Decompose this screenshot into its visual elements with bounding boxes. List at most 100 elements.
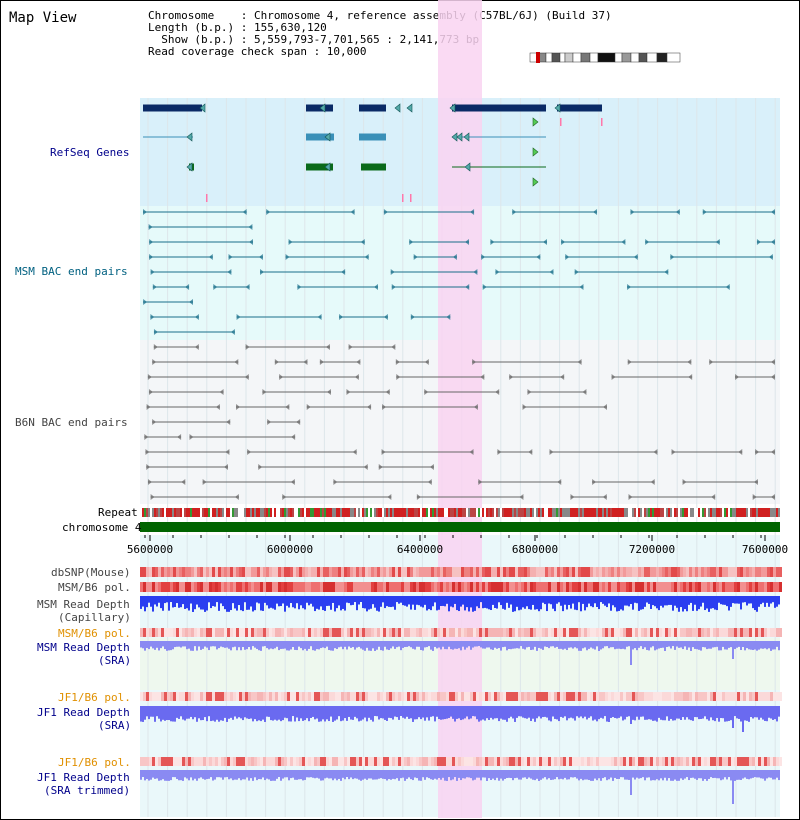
dbsnp-cell bbox=[620, 567, 623, 577]
msm-depth-sra-bar bbox=[214, 641, 216, 647]
msm-depth-sra-bar bbox=[632, 641, 634, 650]
repeat-feature bbox=[620, 508, 622, 517]
jf1-depth-trim-bar bbox=[340, 770, 342, 781]
repeat-feature bbox=[736, 508, 738, 517]
track-label-jf1-b6-pol-2[interactable]: JF1/B6 pol. bbox=[58, 756, 131, 769]
msm-depth-capillary-bar bbox=[590, 596, 592, 607]
b6n-bac-end bbox=[478, 479, 483, 485]
jf1-depth-sra-bar bbox=[298, 706, 300, 722]
jf1-depth-sra-bar bbox=[324, 706, 326, 722]
track-label-b6n-bac[interactable]: B6N BAC end pairs bbox=[15, 416, 128, 429]
jf1-b6-pol2-cell bbox=[260, 757, 263, 766]
msm-b6-pol-cell bbox=[164, 582, 167, 592]
track-label-refseq[interactable]: RefSeq Genes bbox=[50, 146, 130, 159]
jf1-b6-pol2-cell bbox=[620, 757, 623, 766]
msm-depth-capillary-bar bbox=[142, 596, 144, 607]
repeat-feature bbox=[208, 508, 210, 517]
msm-depth-capillary-bar bbox=[162, 596, 164, 611]
msm-b6-pol-cell bbox=[257, 582, 260, 592]
jf1-depth-sra-bar bbox=[508, 706, 510, 719]
jf1-b6-pol-cell bbox=[545, 692, 548, 701]
jf1-b6-pol-cell bbox=[659, 692, 662, 701]
jf1-b6-pol-cell bbox=[311, 692, 314, 701]
track-label-chromosome[interactable]: chromosome 4 bbox=[62, 521, 142, 534]
jf1-b6-pol-cell bbox=[320, 692, 323, 701]
dbsnp-cell bbox=[458, 567, 461, 577]
dbsnp-cell bbox=[728, 567, 731, 577]
jf1-depth-sra-bar bbox=[280, 706, 282, 722]
msm-depth-sra-bar bbox=[546, 641, 548, 647]
msm-b6-pol-cell bbox=[173, 582, 176, 592]
msm-depth-sra-bar bbox=[210, 641, 212, 647]
track-label-msm-bac[interactable]: MSM BAC end pairs bbox=[15, 265, 128, 278]
track-label-jf1-depth-sra[interactable]: JF1 Read Depth bbox=[37, 706, 130, 719]
jf1-depth-sra-bar bbox=[594, 706, 596, 720]
msm-depth-sra-bar bbox=[626, 641, 628, 647]
jf1-b6-pol2-cell bbox=[707, 757, 710, 766]
jf1-depth-trim-bar bbox=[360, 770, 362, 781]
track-label-jf1-depth-trim[interactable]: JF1 Read Depth bbox=[37, 771, 130, 784]
msm-b6-pol-cell bbox=[566, 582, 569, 592]
track-label-dbsnp[interactable]: dbSNP(Mouse) bbox=[51, 566, 131, 579]
msm-depth-sra-bar bbox=[362, 641, 364, 650]
dbsnp-cell bbox=[356, 567, 359, 577]
track-label-repeat[interactable]: Repeat bbox=[98, 506, 138, 519]
msm-b6-pol-cell bbox=[767, 582, 770, 592]
repeat-feature bbox=[262, 508, 264, 517]
jf1-b6-pol-cell bbox=[326, 692, 329, 701]
msm-b6-pol2-cell bbox=[767, 628, 770, 637]
repeat-feature bbox=[462, 508, 464, 517]
dbsnp-cell bbox=[341, 567, 344, 577]
track-label-msm-depth-capillary[interactable]: MSM Read Depth bbox=[37, 598, 130, 611]
dbsnp-cell bbox=[497, 567, 500, 577]
jf1-b6-pol2-cell bbox=[440, 757, 443, 766]
jf1-b6-pol-cell bbox=[308, 692, 311, 701]
jf1-b6-pol2-cell bbox=[323, 757, 326, 766]
msm-depth-sra-bar bbox=[456, 641, 458, 649]
msm-depth-capillary-bar bbox=[732, 596, 734, 604]
repeat-feature bbox=[356, 508, 358, 517]
jf1-b6-pol2-cell bbox=[470, 757, 473, 766]
msm-bac-end bbox=[150, 269, 155, 275]
jf1-depth-trim-bar bbox=[646, 770, 648, 778]
msm-depth-sra-bar bbox=[506, 641, 508, 651]
jf1-depth-trim-bar bbox=[754, 770, 756, 778]
msm-depth-capillary-bar bbox=[314, 596, 316, 612]
msm-bac-end bbox=[725, 284, 730, 290]
msm-depth-capillary-bar bbox=[370, 596, 372, 609]
msm-bac-end bbox=[260, 269, 265, 275]
msm-depth-sra-bar bbox=[400, 641, 402, 651]
jf1-depth-sra-bar bbox=[224, 706, 226, 718]
jf1-b6-pol2-cell bbox=[302, 757, 305, 766]
track-label-msm-b6-pol[interactable]: MSM/B6 pol. bbox=[58, 581, 131, 594]
track-label-jf1-b6-pol[interactable]: JF1/B6 pol. bbox=[58, 691, 131, 704]
dbsnp-cell bbox=[386, 567, 389, 577]
msm-depth-sra-bar bbox=[608, 641, 610, 649]
jf1-b6-pol2-cell bbox=[479, 757, 482, 766]
dbsnp-cell bbox=[446, 567, 449, 577]
jf1-depth-sra-bar bbox=[406, 706, 408, 717]
track-label-msm-b6-pol-2[interactable]: MSM/B6 pol. bbox=[58, 627, 131, 640]
msm-b6-pol-cell bbox=[395, 582, 398, 592]
jf1-b6-pol-cell bbox=[203, 692, 206, 701]
jf1-depth-sra-bar bbox=[158, 706, 160, 719]
msm-depth-sra-bar bbox=[288, 641, 290, 651]
jf1-b6-pol-cell bbox=[167, 692, 170, 701]
msm-b6-pol2-cell bbox=[506, 628, 509, 637]
msm-depth-sra-bar bbox=[314, 641, 316, 651]
track-label-msm-depth-sra[interactable]: MSM Read Depth bbox=[37, 641, 130, 654]
jf1-depth-trim-bar bbox=[388, 770, 390, 780]
msm-depth-sra-bar bbox=[322, 641, 324, 648]
jf1-b6-pol-cell bbox=[539, 692, 542, 701]
repeat-feature bbox=[724, 508, 726, 517]
jf1-depth-trim-bar bbox=[314, 770, 316, 779]
jf1-depth-sra-bar bbox=[514, 706, 516, 722]
dbsnp-cell bbox=[461, 567, 464, 577]
jf1-b6-pol-cell bbox=[731, 692, 734, 701]
msm-depth-sra-bar bbox=[602, 641, 604, 649]
b6n-bac-end bbox=[480, 374, 485, 380]
jf1-depth-trim-bar bbox=[616, 770, 618, 779]
msm-b6-pol2-cell bbox=[392, 628, 395, 637]
msm-b6-pol2-cell bbox=[314, 628, 317, 637]
